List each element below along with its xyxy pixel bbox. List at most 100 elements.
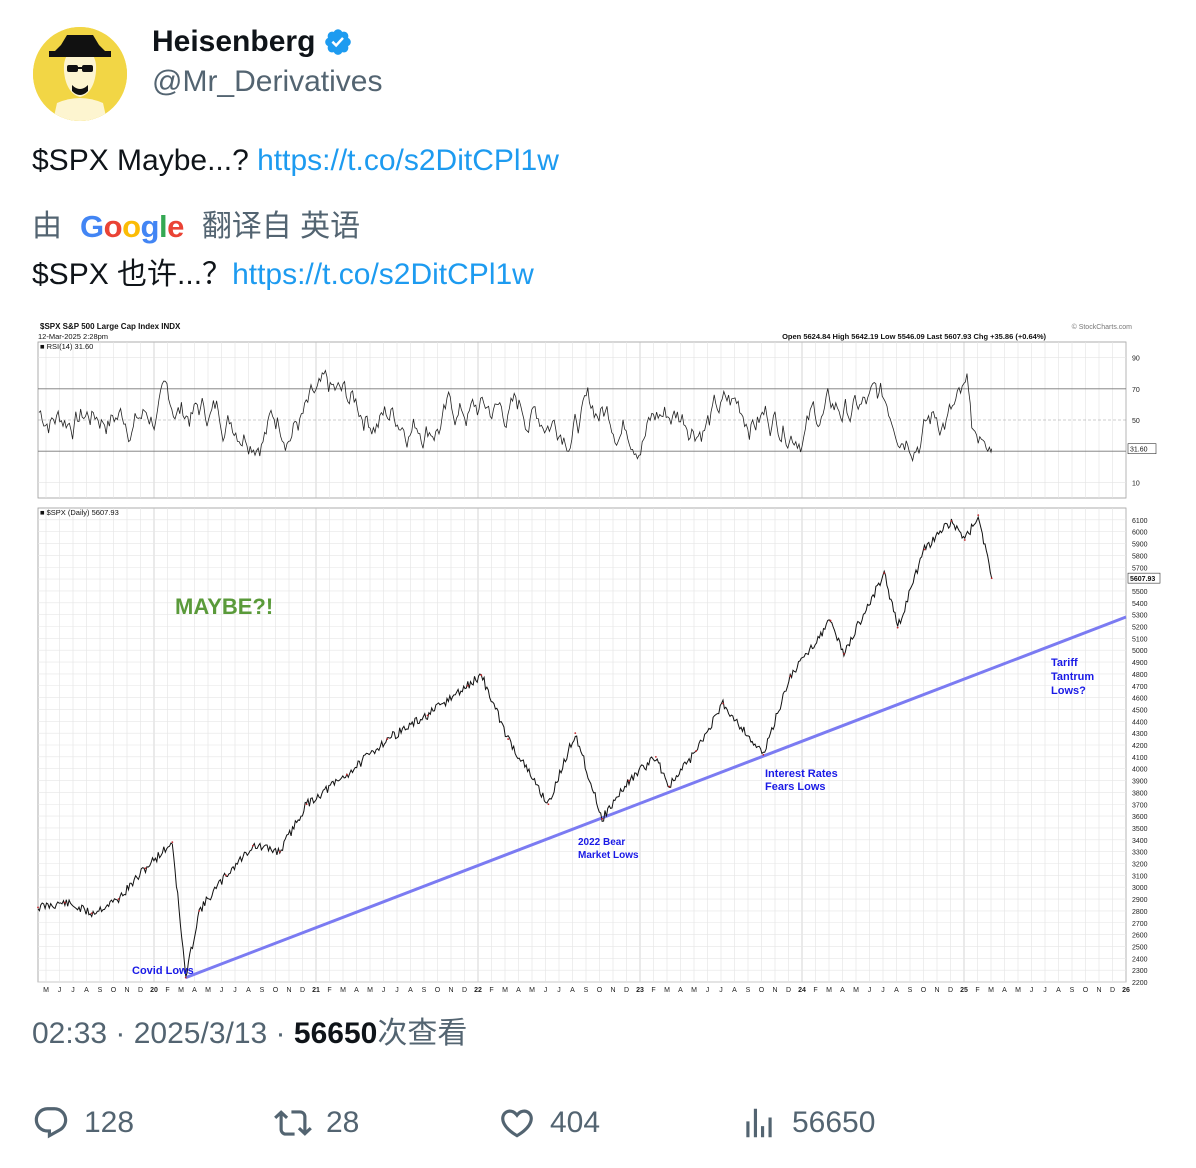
x-tick-label: D bbox=[624, 987, 629, 994]
tweet-meta: 02:33 · 2025/3/13 · 56650次查看 bbox=[32, 1014, 467, 1054]
price-point bbox=[654, 755, 657, 758]
translate-prefix: 由 bbox=[32, 210, 62, 243]
price-tick-label: 5100 bbox=[1132, 636, 1148, 643]
tweet-link[interactable]: https://t.co/s2DitCPl1w bbox=[257, 144, 559, 177]
x-tick-label: A bbox=[354, 987, 359, 994]
x-tick-label: J bbox=[382, 987, 386, 994]
spx-chart: M J J A S O N D 20 F M A M J J A S O N D 21 F M A M J J A S O N D 22 F M A M… bbox=[37, 322, 1161, 994]
x-tick-label: 25 bbox=[960, 987, 968, 994]
x-tick-label: F bbox=[165, 987, 169, 994]
price-tick-label: 5000 bbox=[1132, 648, 1148, 655]
price-point bbox=[184, 976, 187, 979]
x-tick-label: N bbox=[610, 987, 615, 994]
action-bar: 128 28 404 56650 bbox=[32, 1100, 1162, 1146]
rsi-tick-label: 50 bbox=[1132, 418, 1140, 425]
x-tick-label: M bbox=[43, 987, 49, 994]
chart-source: © StockCharts.com bbox=[1072, 323, 1133, 331]
x-tick-label: M bbox=[367, 987, 373, 994]
price-point bbox=[346, 773, 348, 776]
x-tick-label: M bbox=[1015, 987, 1021, 994]
x-tick-label: 23 bbox=[636, 987, 644, 994]
tweet-date[interactable]: 2025/3/13 bbox=[133, 1017, 268, 1050]
x-tick-label: A bbox=[1056, 987, 1061, 994]
annotation-bear-line1: 2022 Bear bbox=[578, 837, 625, 848]
price-point bbox=[883, 572, 886, 575]
price-tick-label: 2200 bbox=[1132, 980, 1148, 987]
price-tick-label: 3800 bbox=[1132, 790, 1148, 797]
x-tick-label: J bbox=[71, 987, 75, 994]
x-tick-label: M bbox=[988, 987, 994, 994]
author-name[interactable]: Heisenberg bbox=[152, 25, 316, 58]
rsi-line bbox=[38, 369, 993, 463]
price-tick-label: 3600 bbox=[1132, 814, 1148, 821]
tweet-time[interactable]: 02:33 bbox=[32, 1017, 108, 1050]
price-point bbox=[466, 684, 469, 687]
reply-button[interactable]: 128 bbox=[32, 1100, 134, 1146]
price-point bbox=[252, 844, 254, 847]
x-tick-label: 22 bbox=[474, 987, 482, 994]
price-tick-label: 3100 bbox=[1132, 873, 1148, 880]
retweet-count: 28 bbox=[326, 1106, 360, 1139]
price-point bbox=[171, 841, 174, 844]
x-tick-label: J bbox=[557, 987, 561, 994]
x-tick-label: F bbox=[327, 987, 331, 994]
x-tick-label: M bbox=[853, 987, 859, 994]
analytics-icon bbox=[746, 1108, 772, 1138]
tweet-body: $SPX Maybe...? bbox=[32, 144, 258, 177]
x-tick-label: M bbox=[178, 987, 184, 994]
x-tick-label: A bbox=[408, 987, 413, 994]
price-point bbox=[695, 750, 698, 752]
x-tick-label: J bbox=[58, 987, 62, 994]
price-point bbox=[789, 675, 792, 678]
price-tick-label: 4600 bbox=[1132, 696, 1148, 703]
analytics-button[interactable]: 56650 bbox=[740, 1100, 875, 1146]
like-count: 404 bbox=[550, 1106, 601, 1139]
analytics-count: 56650 bbox=[792, 1106, 876, 1139]
translated-link[interactable]: https://t.co/s2DitCPl1w bbox=[232, 258, 534, 291]
x-tick-label: 26 bbox=[1122, 987, 1130, 994]
x-tick-label: D bbox=[1110, 987, 1115, 994]
price-tick-label: 4900 bbox=[1132, 660, 1148, 667]
x-tick-label: N bbox=[1096, 987, 1101, 994]
price-tick-label: 3000 bbox=[1132, 885, 1148, 892]
annotation-tariff-line2: Tantrum bbox=[1051, 671, 1094, 683]
price-tick-label: 3300 bbox=[1132, 850, 1148, 857]
price-point bbox=[950, 520, 953, 522]
author-handle[interactable]: @Mr_Derivatives bbox=[152, 65, 383, 98]
x-tick-label: M bbox=[502, 987, 508, 994]
price-tick-label: 5700 bbox=[1132, 565, 1148, 572]
x-tick-label: A bbox=[246, 987, 251, 994]
chart-header-title: $SPX S&P 500 Large Cap Index INDX bbox=[40, 322, 181, 331]
rsi-tick-label: 10 bbox=[1132, 480, 1140, 487]
price-tick-label: 4000 bbox=[1132, 767, 1148, 774]
x-tick-label: N bbox=[934, 987, 939, 994]
meta-separator: · bbox=[107, 1017, 134, 1050]
x-tick-label: D bbox=[300, 987, 305, 994]
attached-chart-image[interactable]: M J J A S O N D 20 F M A M J J A S O N D 21 F M A M J J A S O N D 22 F M A M… bbox=[32, 318, 1164, 994]
x-tick-label: A bbox=[1002, 987, 1007, 994]
rsi-tick-label: 90 bbox=[1132, 356, 1140, 363]
price-tick-label: 3200 bbox=[1132, 862, 1148, 869]
x-tick-label: F bbox=[489, 987, 493, 994]
meta-separator: · bbox=[267, 1017, 294, 1050]
annotation-rates-line2: Fears Lows bbox=[765, 781, 826, 793]
rsi-panel-frame bbox=[37, 341, 1127, 499]
price-point bbox=[37, 906, 39, 909]
price-tick-label: 6100 bbox=[1132, 518, 1148, 525]
retweet-button[interactable]: 28 bbox=[274, 1100, 359, 1146]
translation-attribution: 由 Google 翻译自 英语 bbox=[32, 207, 360, 247]
x-tick-label: J bbox=[220, 987, 224, 994]
price-point bbox=[278, 850, 281, 853]
avatar[interactable] bbox=[33, 27, 127, 121]
x-tick-label: M bbox=[664, 987, 670, 994]
x-tick-label: A bbox=[84, 987, 89, 994]
author-name-row[interactable]: Heisenberg bbox=[152, 22, 383, 62]
like-button[interactable]: 404 bbox=[498, 1100, 600, 1146]
x-tick-label: F bbox=[813, 987, 817, 994]
x-tick-label: M bbox=[529, 987, 535, 994]
x-tick-label: S bbox=[908, 987, 913, 994]
view-count: 56650 bbox=[293, 1017, 378, 1050]
price-point bbox=[426, 714, 429, 717]
x-tick-label: S bbox=[746, 987, 751, 994]
price-point bbox=[668, 785, 671, 788]
